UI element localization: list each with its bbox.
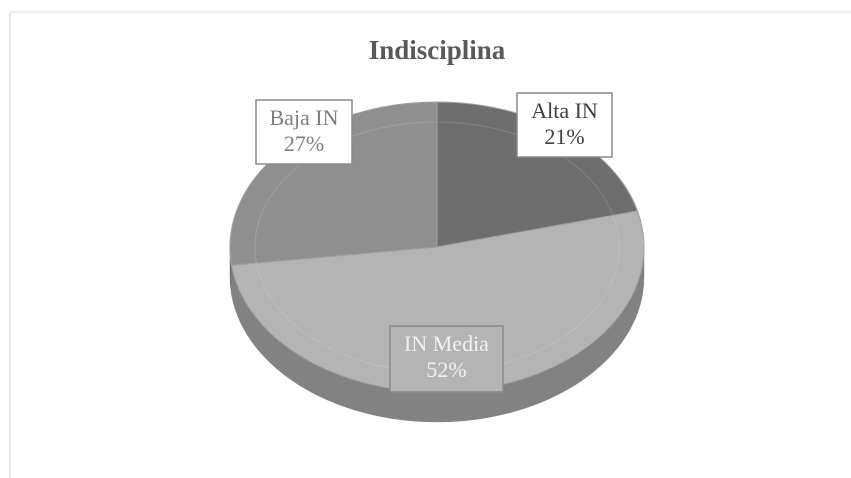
data-label-name: Alta IN <box>531 98 598 123</box>
chart-title: Indisciplina <box>369 35 506 65</box>
data-label-name: Baja IN <box>269 105 338 130</box>
data-label-box <box>516 92 613 158</box>
data-label-name: IN Media <box>404 331 489 356</box>
data-label-value: 21% <box>544 124 584 149</box>
data-label-value: 52% <box>426 357 466 382</box>
data-label-value: 27% <box>284 131 324 156</box>
data-label-box <box>389 325 504 393</box>
data-label-box <box>255 99 353 165</box>
